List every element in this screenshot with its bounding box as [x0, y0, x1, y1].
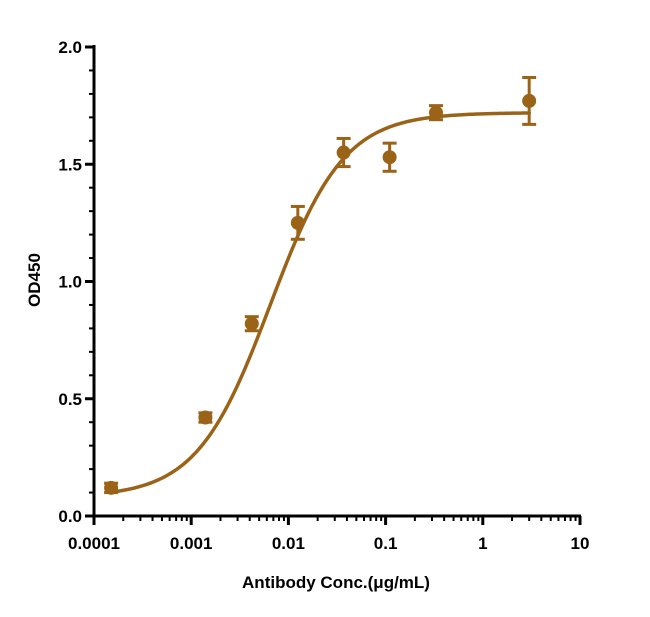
x-tick-label: 0.0001 — [68, 534, 120, 553]
y-tick-label: 0.0 — [58, 507, 82, 526]
marker — [244, 316, 259, 331]
data-point — [382, 141, 397, 173]
marker — [382, 150, 397, 165]
x-tick-label: 1 — [478, 534, 487, 553]
data-point — [198, 410, 213, 425]
marker — [522, 93, 537, 108]
tick-marks — [85, 45, 582, 525]
marker — [198, 410, 213, 425]
x-axis-title: Antibody Conc.(μg/mL) — [242, 573, 430, 592]
x-tick-label: 0.001 — [170, 534, 213, 553]
data-point — [104, 480, 119, 495]
y-tick-label: 1.0 — [58, 273, 82, 292]
data-point — [522, 75, 537, 126]
x-tick-label: 10 — [571, 534, 590, 553]
axes — [92, 45, 581, 518]
fit-curve — [109, 111, 531, 495]
y-tick-label: 0.5 — [58, 390, 82, 409]
marker — [290, 215, 305, 230]
data-point — [244, 315, 259, 333]
x-tick-label: 0.01 — [272, 534, 305, 553]
y-tick-label: 1.5 — [58, 155, 82, 174]
marker — [428, 105, 443, 120]
y-axis-title: OD450 — [25, 253, 44, 307]
data-point — [336, 136, 351, 169]
x-tick-label: 0.1 — [374, 534, 398, 553]
tick-labels: 0.0 0.5 1.0 1.5 2.0 0.0001 0.001 0.01 0.1 1 10 — [58, 38, 589, 553]
data-points — [104, 75, 537, 495]
y-tick-label: 2.0 — [58, 38, 82, 57]
data-point — [428, 104, 443, 122]
marker — [104, 480, 119, 495]
data-point — [290, 204, 305, 241]
marker — [336, 145, 351, 160]
